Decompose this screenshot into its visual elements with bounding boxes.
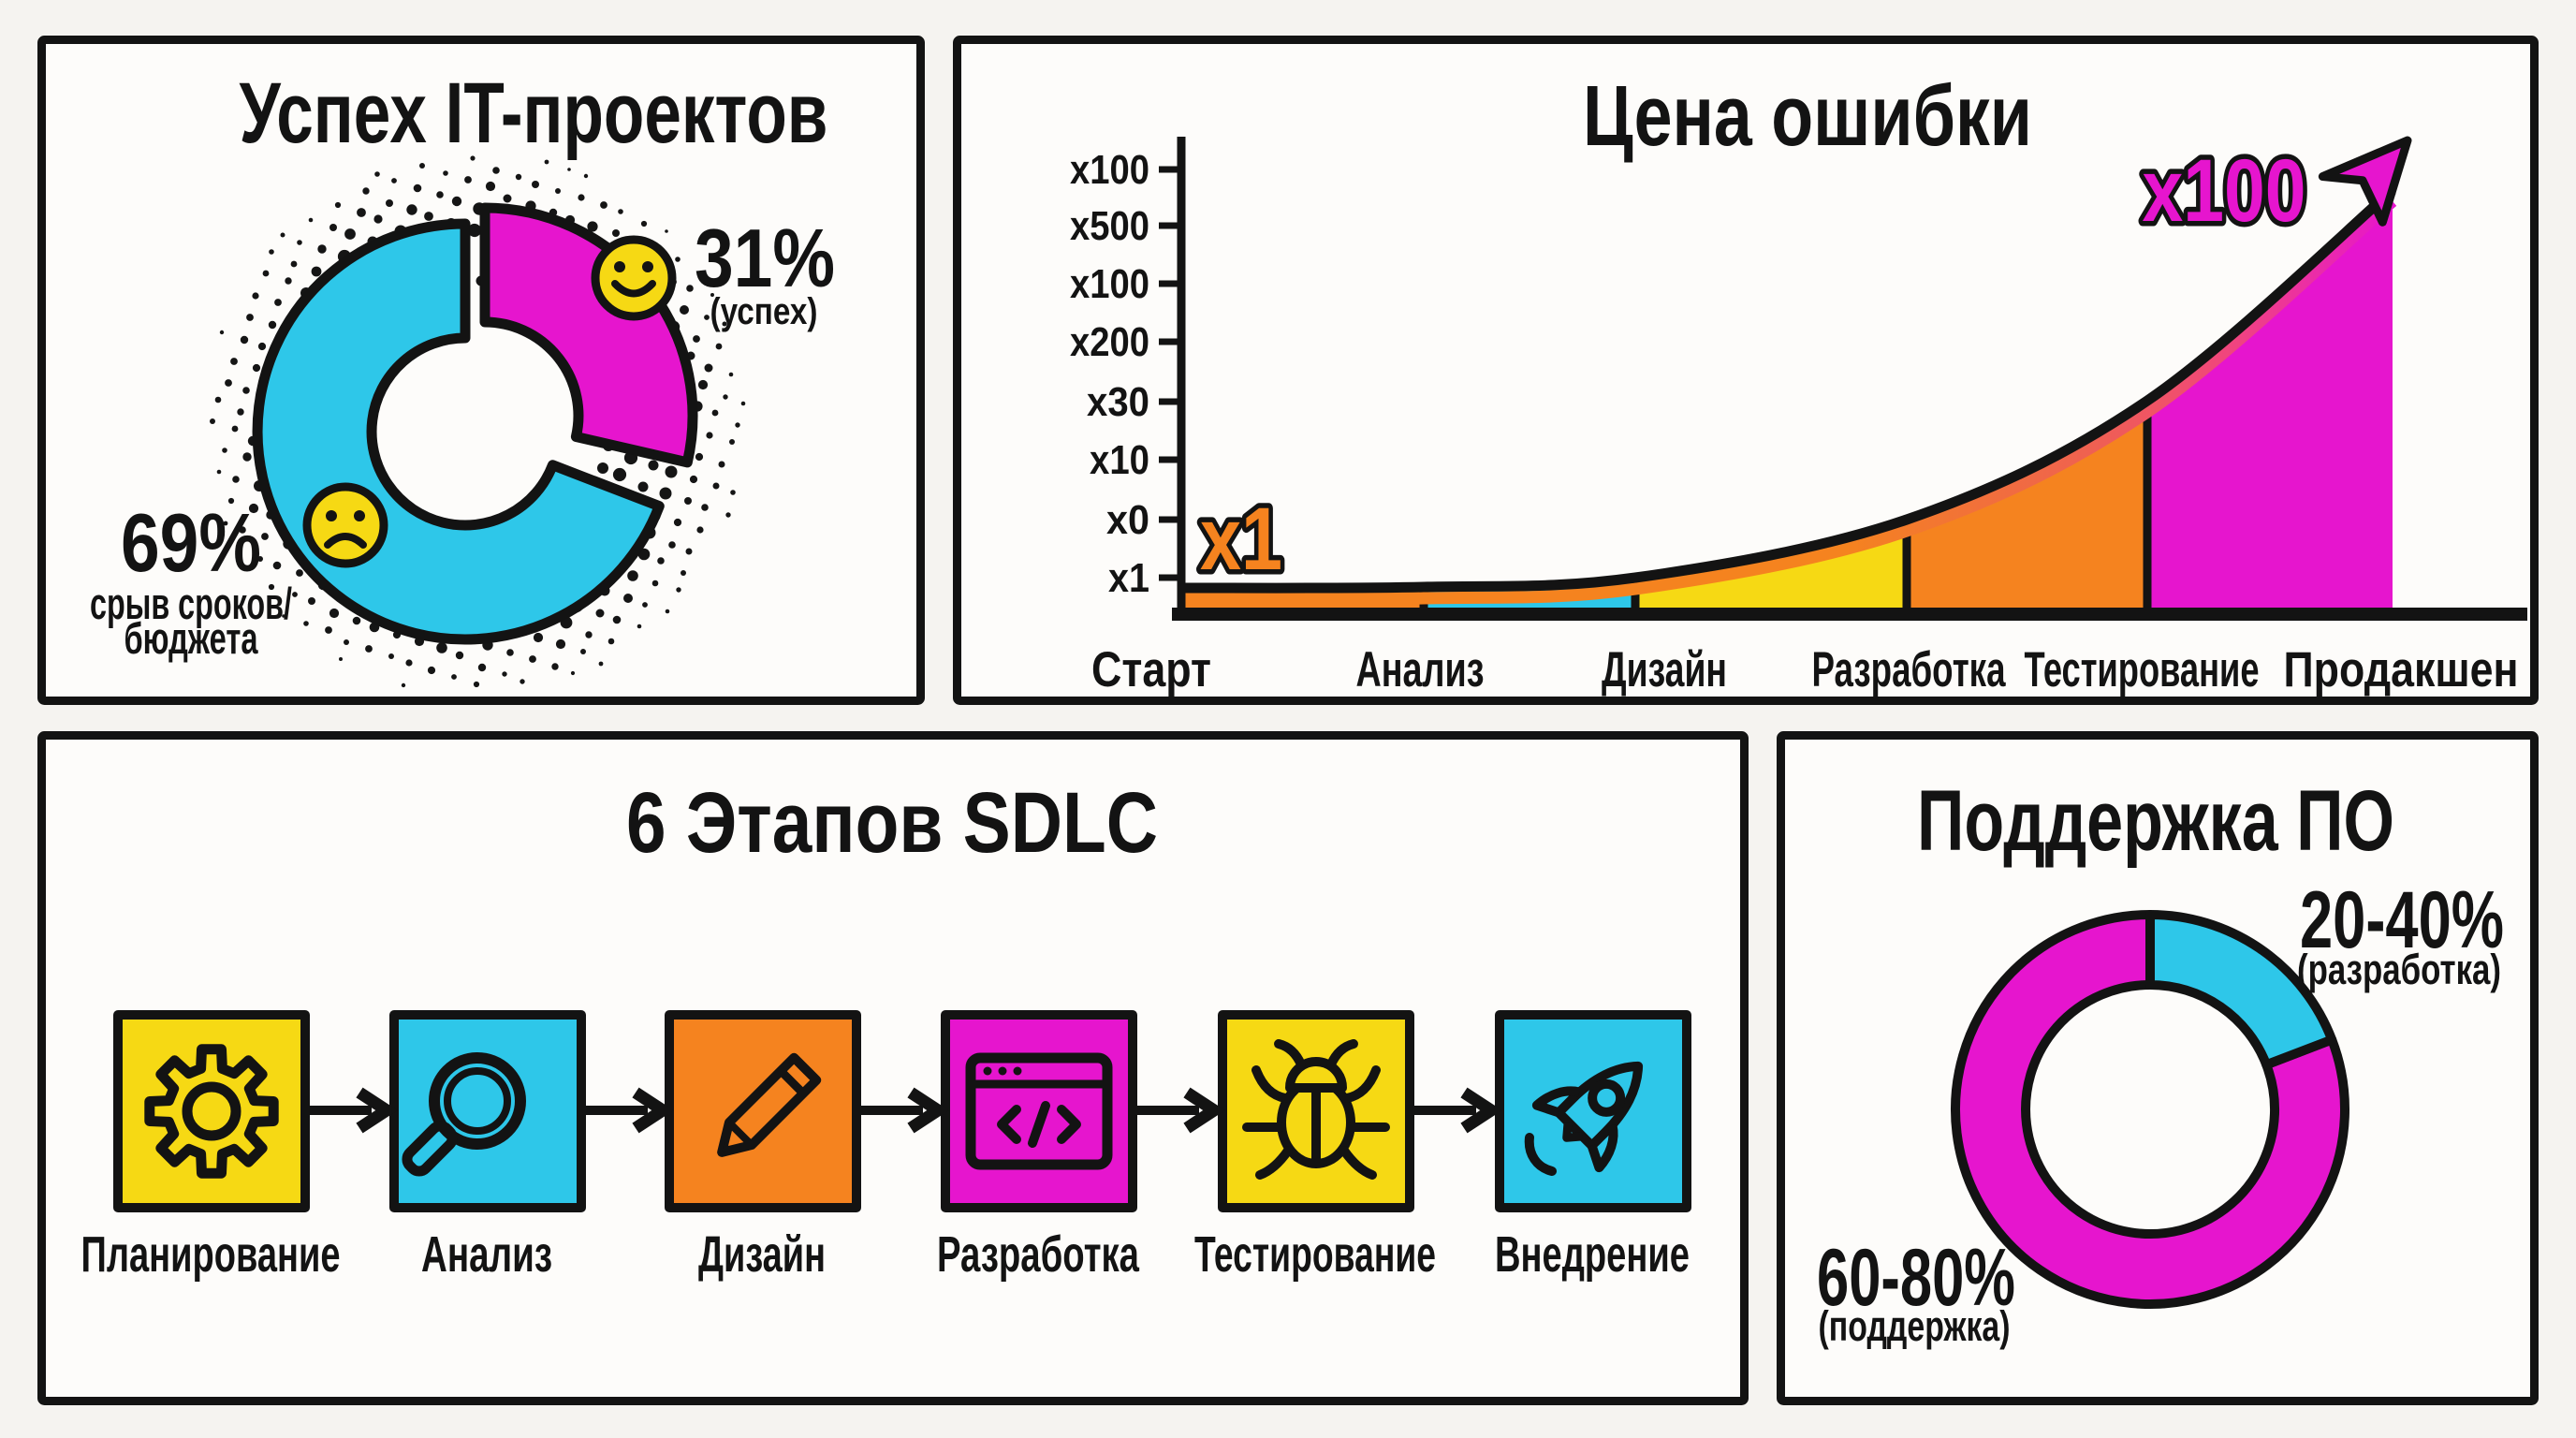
svg-text:Разработка: Разработка — [1812, 642, 2006, 697]
svg-text:x10: x10 — [1090, 437, 1149, 483]
svg-text:срыв сроков/: срыв сроков/ — [90, 579, 292, 628]
svg-text:6 Этапов SDLC: 6 Этапов SDLC — [626, 775, 1158, 871]
svg-text:x100: x100 — [1070, 261, 1149, 307]
svg-text:60-80%: 60-80% — [1817, 1233, 2015, 1323]
svg-text:Старт: Старт — [1091, 642, 1211, 697]
svg-text:(поддержка): (поддержка) — [1819, 1302, 2011, 1350]
svg-text:x1: x1 — [1200, 490, 1282, 589]
svg-text:x1: x1 — [1200, 490, 1282, 589]
svg-text:x200: x200 — [1070, 319, 1149, 365]
svg-text:(успех): (успех) — [710, 291, 818, 332]
svg-text:69%: 69% — [121, 496, 261, 589]
svg-text:Внедрение: Внедрение — [1495, 1226, 1690, 1283]
svg-text:Анализ: Анализ — [421, 1226, 552, 1283]
svg-text:x100: x100 — [1070, 147, 1149, 193]
svg-text:Дизайн: Дизайн — [1602, 642, 1727, 697]
svg-text:x30: x30 — [1087, 379, 1149, 425]
svg-text:x100: x100 — [2143, 141, 2306, 241]
svg-text:Планирование: Планирование — [81, 1226, 341, 1283]
svg-text:Продакшен: Продакшен — [2284, 642, 2519, 697]
svg-text:31%: 31% — [695, 212, 835, 304]
svg-text:x1: x1 — [1108, 555, 1149, 601]
svg-text:Анализ: Анализ — [1356, 642, 1485, 697]
svg-text:Цена ошибки: Цена ошибки — [1583, 68, 2032, 164]
svg-text:Разработка: Разработка — [937, 1226, 1140, 1283]
svg-text:20-40%: 20-40% — [2300, 875, 2504, 965]
svg-text:Успех IT-проектов: Успех IT-проектов — [240, 66, 828, 161]
svg-text:бюджета: бюджета — [124, 613, 259, 663]
svg-text:Дизайн: Дизайн — [698, 1226, 826, 1283]
svg-text:Тестирование: Тестирование — [2025, 642, 2260, 697]
svg-text:Поддержка ПО: Поддержка ПО — [1917, 773, 2394, 869]
svg-text:(разработка): (разработка) — [2297, 946, 2501, 993]
svg-text:x500: x500 — [1070, 203, 1149, 249]
svg-text:x100: x100 — [2143, 141, 2306, 241]
svg-text:x0: x0 — [1106, 497, 1149, 543]
svg-text:Тестирование: Тестирование — [1194, 1226, 1436, 1283]
